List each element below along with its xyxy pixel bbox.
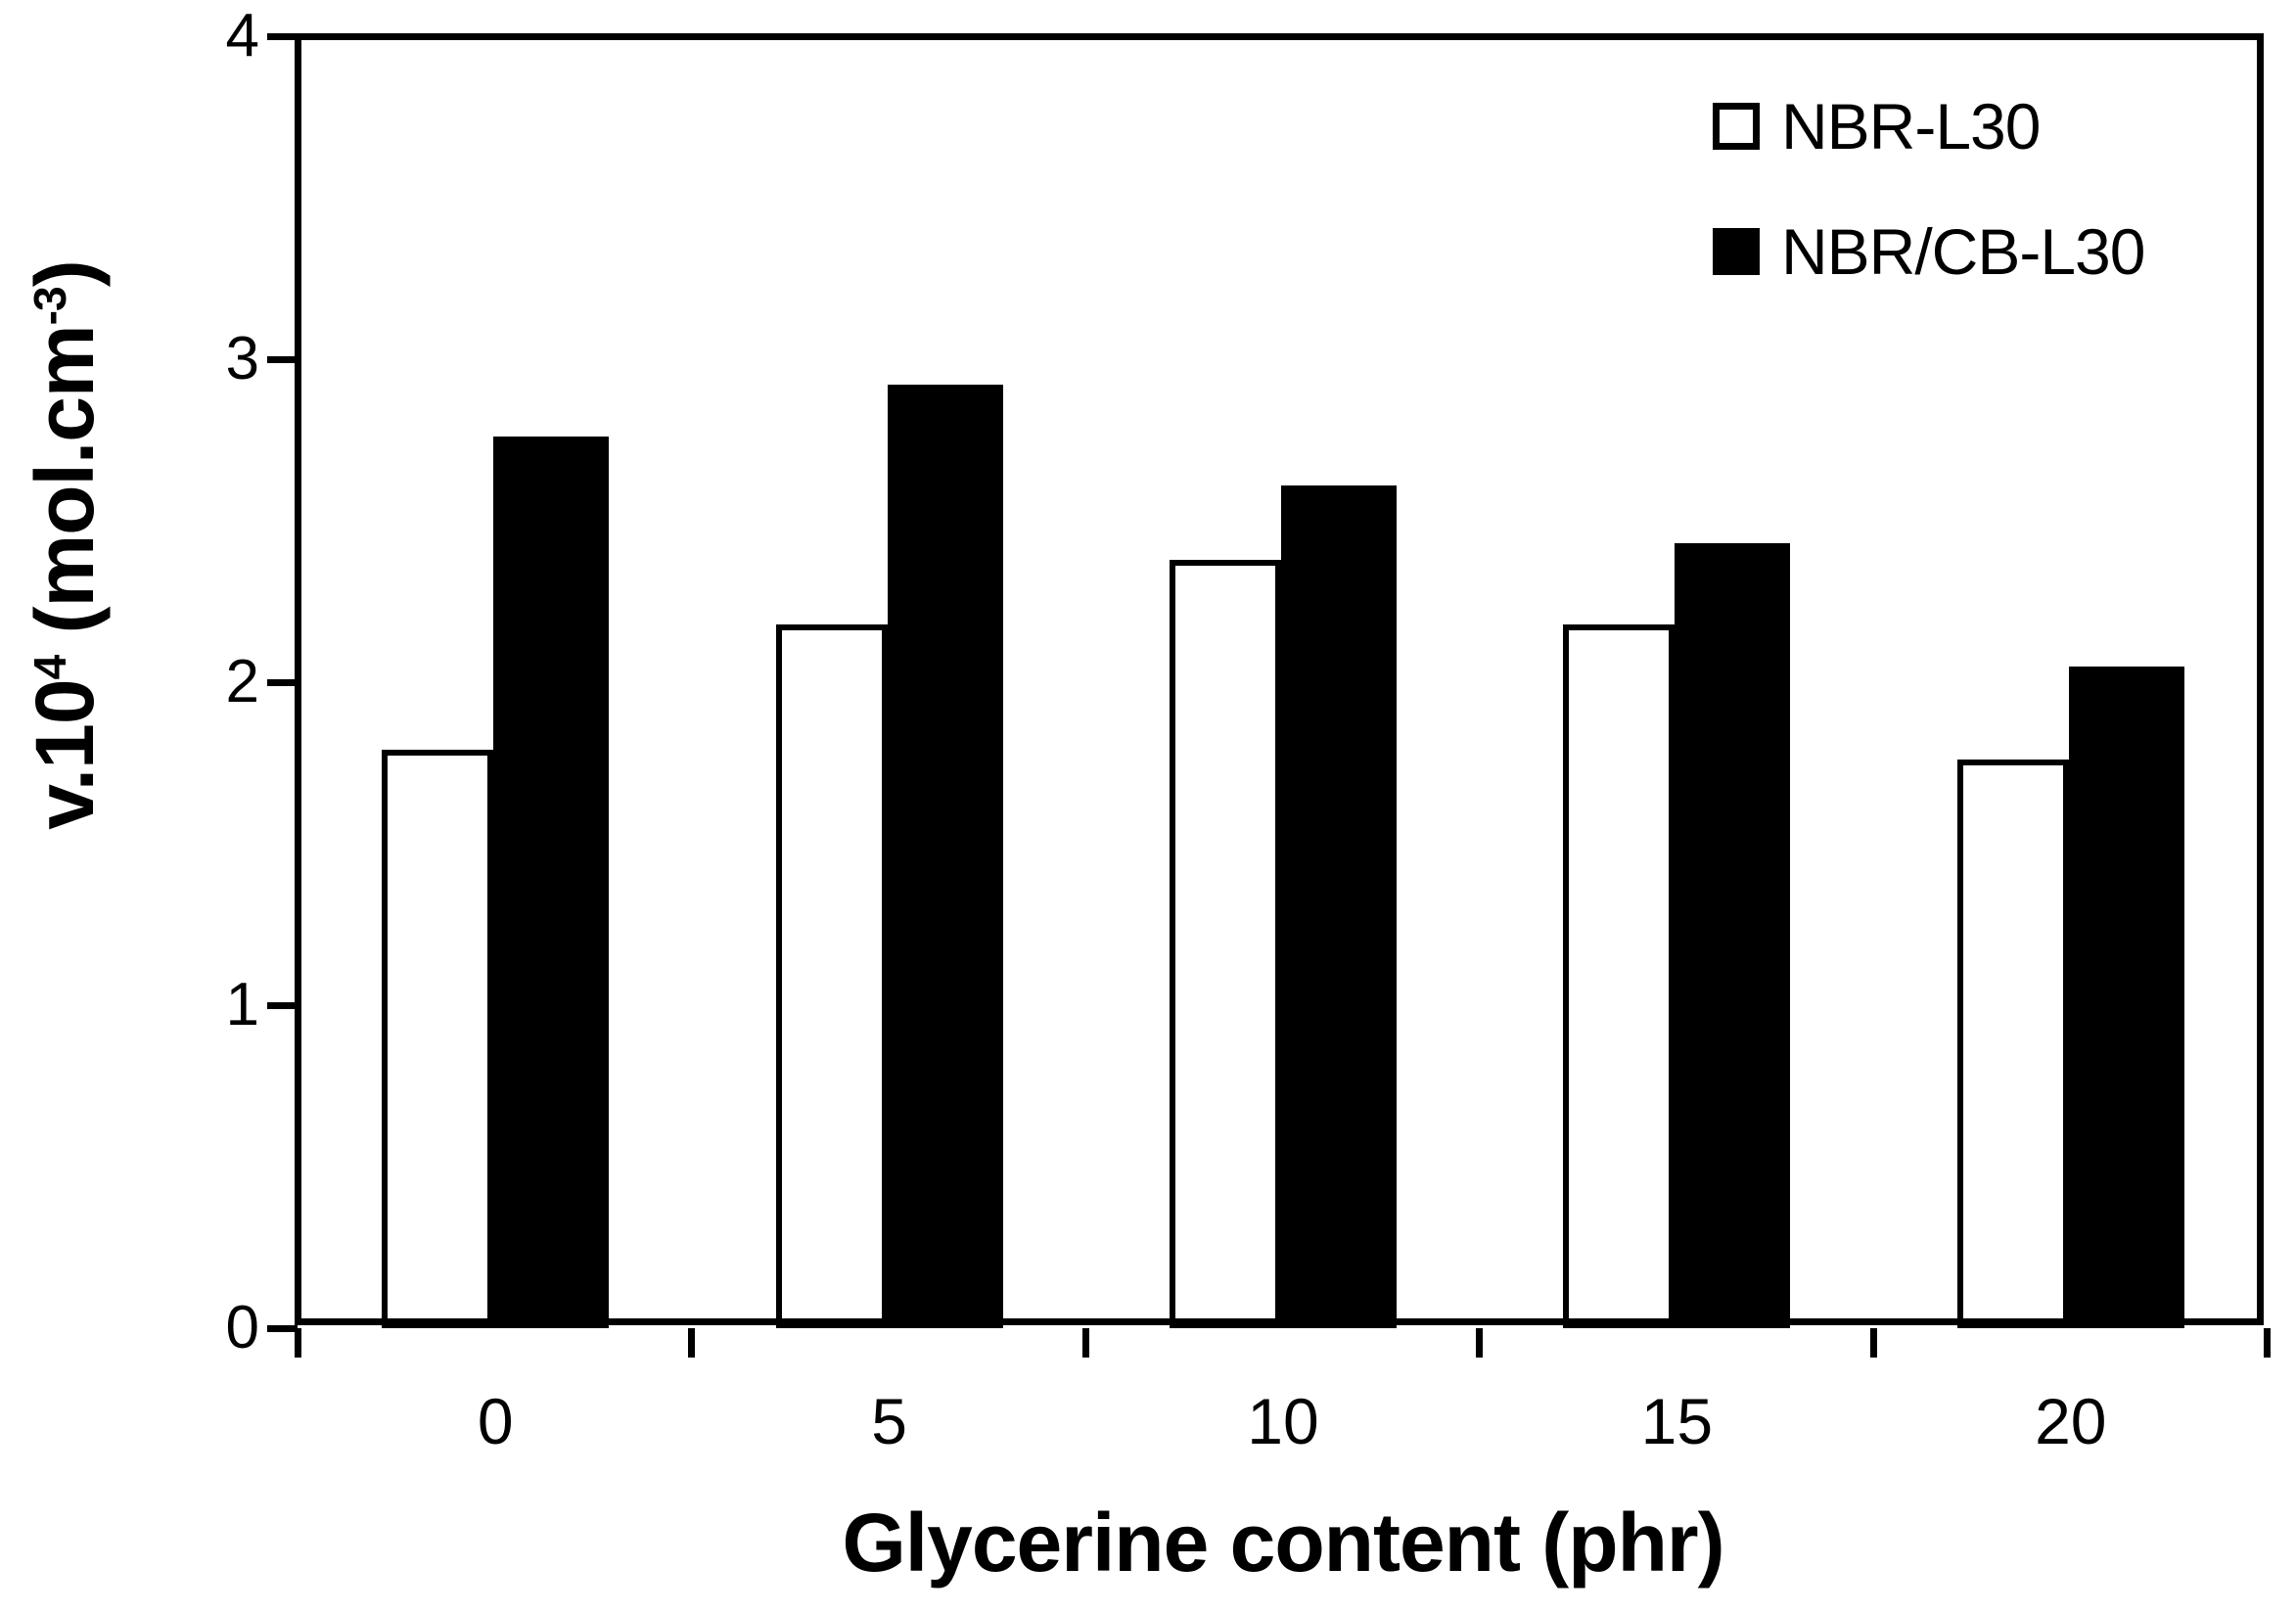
- bar-nbr-cb-l30-x5: [887, 385, 1003, 1328]
- legend: NBR-L30 NBR/CB-L30: [1713, 82, 2145, 333]
- y-axis-title-prefix: v.10: [19, 679, 111, 830]
- x-axis-tick: [2264, 1328, 2271, 1358]
- axis-ticks-layer: 0 1 2 3 4 0 5 10 15 20: [226, 6, 2271, 1453]
- y-axis-title-superscript-4: 4: [24, 655, 75, 680]
- bar-nbr-l30-x15: [1563, 623, 1676, 1328]
- plot-area: [298, 36, 2268, 1328]
- y-axis-title-mid: (mol.cm: [19, 325, 111, 656]
- y-axis-tick-label: 0: [225, 1294, 259, 1361]
- y-axis-title-superscript-minus3: -3: [24, 287, 75, 326]
- x-axis-tick: [688, 1328, 696, 1358]
- x-axis-tick: [295, 1328, 301, 1358]
- y-axis-tick-label: 2: [225, 648, 259, 715]
- x-axis-title: Glycerine content (phr): [842, 1497, 1724, 1589]
- bar-nbr-l30-x0: [382, 750, 494, 1328]
- x-axis-tick: [1869, 1328, 1877, 1358]
- y-axis-tick-label: 4: [225, 2, 259, 69]
- x-axis-tick-label: 15: [1640, 1385, 1714, 1457]
- y-axis-tick: [267, 1001, 298, 1009]
- legend-label: NBR-L30: [1781, 90, 2041, 162]
- bar-nbr-l30-x10: [1170, 559, 1281, 1328]
- bar-nbr-l30-x20: [1956, 760, 2069, 1328]
- legend-label: NBR/CB-L30: [1781, 215, 2145, 288]
- y-axis-tick: [267, 32, 298, 40]
- y-axis-tick: [267, 678, 298, 686]
- y-axis-tick-label: 1: [225, 971, 259, 1038]
- y-axis-tick-label: 3: [225, 325, 259, 392]
- y-axis-title-suffix: ): [19, 260, 111, 288]
- x-axis-tick-label: 10: [1247, 1385, 1319, 1457]
- legend-item-nbr-cb-l30: NBR/CB-L30: [1713, 207, 2145, 296]
- x-axis-tick: [1476, 1328, 1484, 1358]
- bar-nbr-cb-l30-x15: [1675, 543, 1791, 1328]
- x-axis-tick-label: 20: [2035, 1385, 2107, 1457]
- x-axis-tick-label: 5: [871, 1385, 907, 1457]
- bar-nbr-cb-l30-x10: [1281, 484, 1397, 1328]
- legend-item-nbr-l30: NBR-L30: [1713, 82, 2144, 170]
- bar-nbr-cb-l30-x20: [2068, 666, 2184, 1328]
- x-axis-tick: [1081, 1328, 1089, 1358]
- y-axis-title: v.104 (mol.cm-3): [6, 105, 123, 986]
- bar-nbr-cb-l30-x0: [493, 437, 610, 1328]
- y-axis-tick: [267, 1324, 298, 1332]
- x-axis-tick-label: 0: [477, 1385, 514, 1457]
- y-axis-tick: [267, 355, 298, 363]
- filled-square-swatch-icon: [1713, 228, 1760, 275]
- open-square-swatch-icon: [1713, 103, 1760, 150]
